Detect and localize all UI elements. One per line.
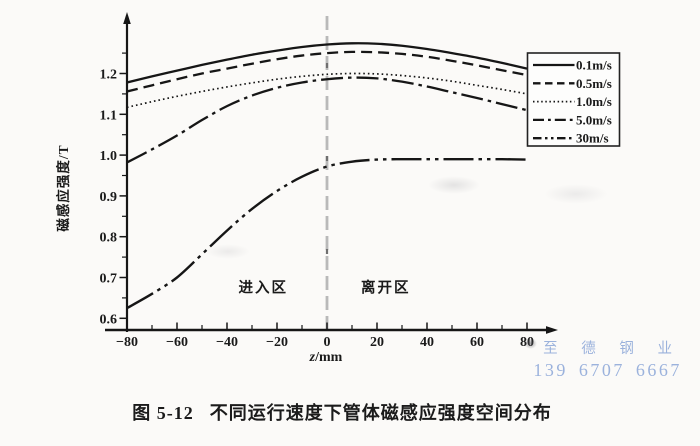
zone-label: 进入区 bbox=[239, 279, 289, 296]
x-tick-label: −20 bbox=[266, 335, 288, 350]
legend-item-label: 0.1m/s bbox=[576, 58, 612, 73]
legend: 0.1m/s 0.5m/s 1.0m/s 5.0m/s 30m/s bbox=[526, 52, 621, 147]
figure-number: 图 5-12 bbox=[132, 403, 194, 423]
figure-title: 不同运行速度下管体磁感应强度空间分布 bbox=[209, 403, 552, 423]
legend-box bbox=[526, 52, 621, 147]
curve-1.0m/s bbox=[126, 72, 528, 109]
y-tick-label: 0.7 bbox=[100, 272, 118, 287]
y-axis-title: 磁感应强度/T bbox=[55, 144, 71, 231]
legend-item: 1.0m/s bbox=[533, 94, 612, 109]
legend-item-label: 30m/s bbox=[576, 131, 609, 146]
x-axis-arrow-icon bbox=[546, 326, 558, 334]
y-axis-arrow-icon bbox=[123, 12, 131, 24]
curve-5.0m/s bbox=[126, 76, 528, 164]
x-tick-label: 60 bbox=[470, 335, 484, 350]
x-tick-label: −80 bbox=[116, 335, 138, 350]
curve-0.1m/s bbox=[126, 42, 528, 84]
legend-item-label: 5.0m/s bbox=[576, 112, 612, 127]
x-tick-label: 40 bbox=[420, 335, 434, 350]
y-tick-label: 0.6 bbox=[100, 312, 118, 327]
y-tick-label: 1.0 bbox=[100, 149, 118, 164]
x-tick-label: −40 bbox=[216, 335, 238, 350]
x-tick-label: 0 bbox=[324, 335, 331, 350]
legend-item: 30m/s bbox=[533, 131, 609, 146]
legend-item: 5.0m/s bbox=[533, 112, 612, 127]
y-tick-label: 1.1 bbox=[100, 108, 118, 123]
y-tick-label: 0.8 bbox=[100, 231, 118, 246]
zone-label: 离开区 bbox=[361, 278, 411, 296]
y-tick-label: 0.9 bbox=[100, 190, 118, 205]
legend-item-label: 0.5m/s bbox=[576, 76, 612, 91]
x-tick-label: −60 bbox=[166, 335, 188, 350]
x-tick-label: 80 bbox=[520, 335, 534, 350]
chart-canvas: 0.6 0.7 0.8 0.9 1.0 1.1 1.2 −80 −60 −40 −20 0 20 40 60… bbox=[55, 12, 621, 365]
curve-30m/s bbox=[126, 157, 528, 310]
legend-item-label: 1.0m/s bbox=[576, 94, 612, 109]
figure-caption: 图 5-12 不同运行速度下管体磁感应强度空间分布 bbox=[0, 399, 692, 425]
legend-item: 0.1m/s bbox=[533, 58, 612, 73]
y-tick-label: 1.2 bbox=[100, 68, 118, 83]
curve-0.5m/s bbox=[126, 50, 528, 93]
x-tick-label: 20 bbox=[370, 335, 384, 350]
legend-item: 0.5m/s bbox=[533, 76, 612, 91]
x-axis-title: z/mm bbox=[309, 350, 343, 365]
